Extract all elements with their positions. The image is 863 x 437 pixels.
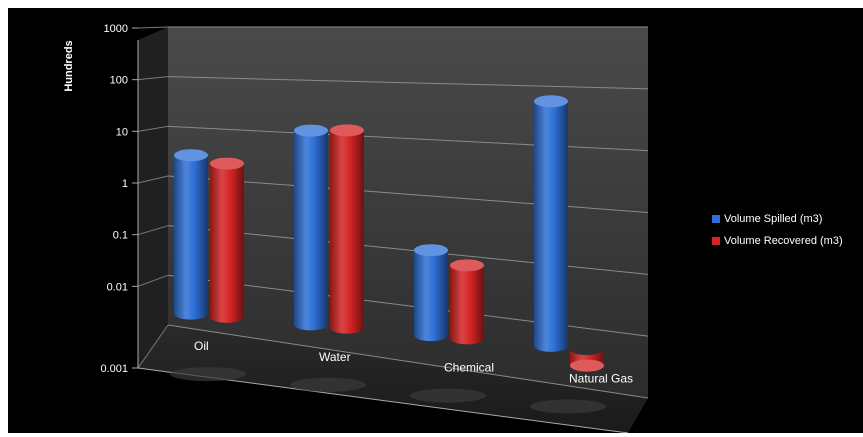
bar-body [450,265,484,345]
gridline [167,76,649,90]
bar-shadow [530,399,606,414]
floor [138,325,648,433]
bar-body [294,130,328,331]
side-wall [138,27,168,368]
bar [210,157,244,323]
y-tick-label: 1000 [104,23,128,35]
bar-top [330,124,364,137]
legend-item: Volume Spilled (m3) [712,208,843,230]
side-gridline [137,274,169,287]
cylinder-bar-chart: 0.001 0.01 0.1 1 10 100 1000 Oil Water Chemical N… [63,23,649,433]
bar-top [294,124,328,137]
category-label: Chemical [444,361,494,375]
bar [414,244,448,342]
legend-item: Volume Recovered (m3) [712,230,843,252]
side-gridline [137,324,169,369]
bar-shadow [290,377,366,392]
bar-top [450,259,484,272]
bar [330,124,364,334]
y-tick-label: 100 [110,75,128,87]
side-gridline [137,76,169,81]
bar-body [414,250,448,342]
y-tick-label: 0.01 [107,281,128,293]
legend-swatch [712,237,720,245]
bar [570,349,604,372]
side-gridline [137,225,169,236]
bar-shadow [410,388,486,403]
legend-swatch [712,215,720,223]
back-wall [168,27,648,398]
bar-body [174,155,208,320]
bar-top [174,149,208,162]
bar-top [570,359,604,372]
y-tick-label: 0.1 [113,230,128,242]
side-gridline [137,26,169,29]
bar [450,259,484,345]
y-axis-title: Hundreds [63,40,75,91]
category-label: Natural Gas [569,371,633,385]
gridline [167,324,649,399]
side-gridline [137,175,169,184]
y-tick-label: 1 [122,178,128,190]
bar-body [534,101,568,352]
legend-label: Volume Spilled (m3) [724,213,823,225]
bar [534,95,568,352]
y-tick-label: 10 [116,126,128,138]
y-tick-label: 0.001 [100,363,128,375]
bar-top [534,95,568,108]
bar-body [330,130,364,334]
side-gridline [137,125,169,132]
bar [174,149,208,320]
bar [294,124,328,331]
bar-body [210,163,244,323]
chart-area: 0.001 0.01 0.1 1 10 100 1000 Oil Water Chemical N… [8,8,863,433]
category-label: Oil [194,339,209,353]
bar-shadow [170,367,246,382]
legend: Volume Spilled (m3) Volume Recovered (m3) [712,208,843,252]
bar-top [210,157,244,170]
bar-top [414,244,448,257]
category-label: Water [319,350,351,364]
legend-label: Volume Recovered (m3) [724,235,843,247]
